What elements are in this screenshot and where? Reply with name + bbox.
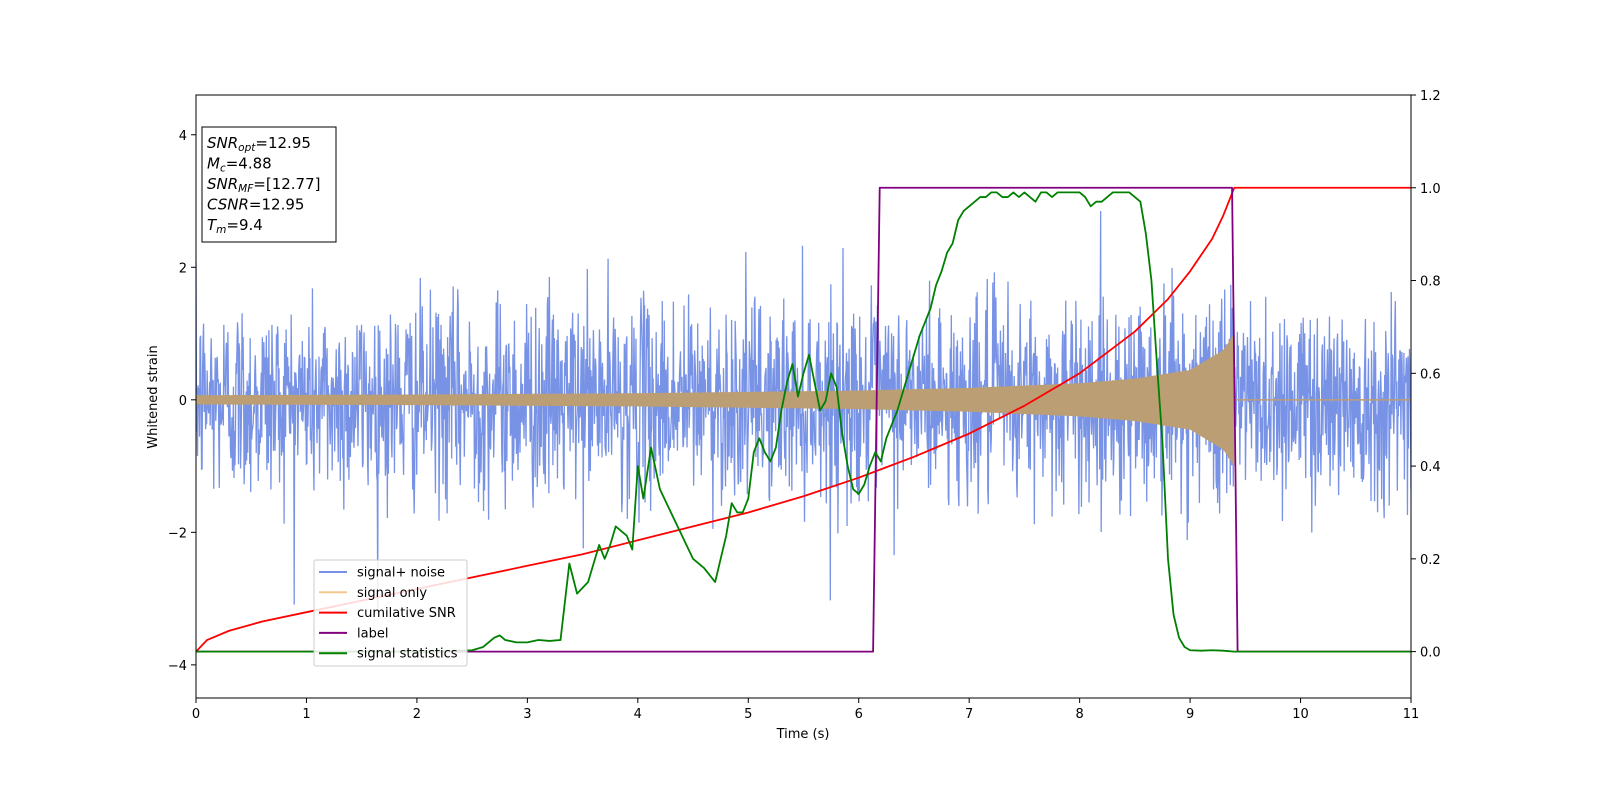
axes-frame [195, 94, 1412, 699]
x-tick-label: 10 [1292, 707, 1309, 722]
legend-label: cumilative SNR [357, 606, 456, 621]
annotation-line: Mc=4.88 [207, 155, 272, 175]
legend: signal+ noise signal only cumilative SNR la… [313, 559, 468, 667]
x-tick-label: 6 [855, 707, 863, 722]
x-tick-label: 3 [523, 707, 531, 722]
x-axis-label: Time (s) [776, 727, 830, 742]
x-tick-label: 1 [302, 707, 310, 722]
x-tick-label: 4 [634, 707, 642, 722]
annotation-subscript: MF [238, 183, 254, 195]
y2-tick-label: 0.8 [1420, 275, 1441, 290]
annotation-symbol: CSNR [207, 196, 249, 214]
series-signal-only [196, 333, 1235, 467]
annotation-subscript: opt [238, 142, 256, 154]
annotation-subscript: m [216, 224, 226, 236]
y2-tick-label: 0.4 [1420, 460, 1441, 475]
annotation-value: =12.95 [255, 134, 311, 152]
annotation-frame [201, 126, 337, 243]
annotation-value: =12.95 [249, 196, 305, 214]
annotation-value: =9.4 [226, 216, 262, 234]
legend-frame [313, 559, 468, 667]
y2-tick-label: 0.0 [1420, 646, 1441, 661]
legend-label: signal only [357, 586, 427, 601]
series-signal-statistics [196, 191, 1411, 653]
y2-tick-label: 1.0 [1420, 182, 1441, 197]
axis-ticks: 0 1 2 3 4 5 6 7 8 9 10 11 −4 −2 0 2 4 0.0 0.2 0.4 0.6 0.8 1.0 1… [168, 89, 1441, 722]
y2-tick-label: 1.2 [1420, 89, 1441, 104]
annotation-line: Tm=9.4 [207, 216, 263, 236]
legend-label: signal statistics [357, 647, 458, 662]
y2-tick-label: 0.6 [1420, 367, 1441, 382]
annotation-box: SNRopt=12.95Mc=4.88SNRMF=[12.77]CSNR=12.… [201, 126, 337, 243]
annotation-line: CSNR=12.95 [207, 196, 304, 214]
x-tick-label: 11 [1403, 707, 1420, 722]
y-tick-label: 4 [179, 129, 187, 144]
x-tick-label: 8 [1075, 707, 1083, 722]
annotation-value: =4.88 [226, 155, 272, 173]
x-tick-label: 0 [192, 707, 200, 722]
annotation-value: =[12.77] [253, 175, 320, 193]
x-tick-label: 7 [965, 707, 973, 722]
y2-tick-label: 0.2 [1420, 553, 1441, 568]
annotation-symbol: SNR [207, 134, 238, 152]
y-tick-label: −2 [168, 526, 187, 541]
annotation-symbol: M [207, 155, 220, 173]
annotation-symbol: T [207, 216, 218, 234]
legend-label: label [357, 626, 388, 641]
y-tick-label: 0 [179, 394, 187, 409]
annotation-line: SNRopt=12.95 [207, 134, 311, 154]
y-axis-label: Whitened strain [146, 345, 161, 448]
y-tick-label: 2 [179, 261, 187, 276]
annotation-subscript: c [220, 163, 226, 175]
y-tick-label: −4 [168, 659, 187, 674]
x-tick-label: 9 [1186, 707, 1194, 722]
x-tick-label: 2 [413, 707, 421, 722]
legend-label: signal+ noise [357, 566, 445, 581]
x-tick-label: 5 [744, 707, 752, 722]
annotation-line: SNRMF=[12.77] [207, 175, 321, 195]
annotation-symbol: SNR [207, 175, 238, 193]
